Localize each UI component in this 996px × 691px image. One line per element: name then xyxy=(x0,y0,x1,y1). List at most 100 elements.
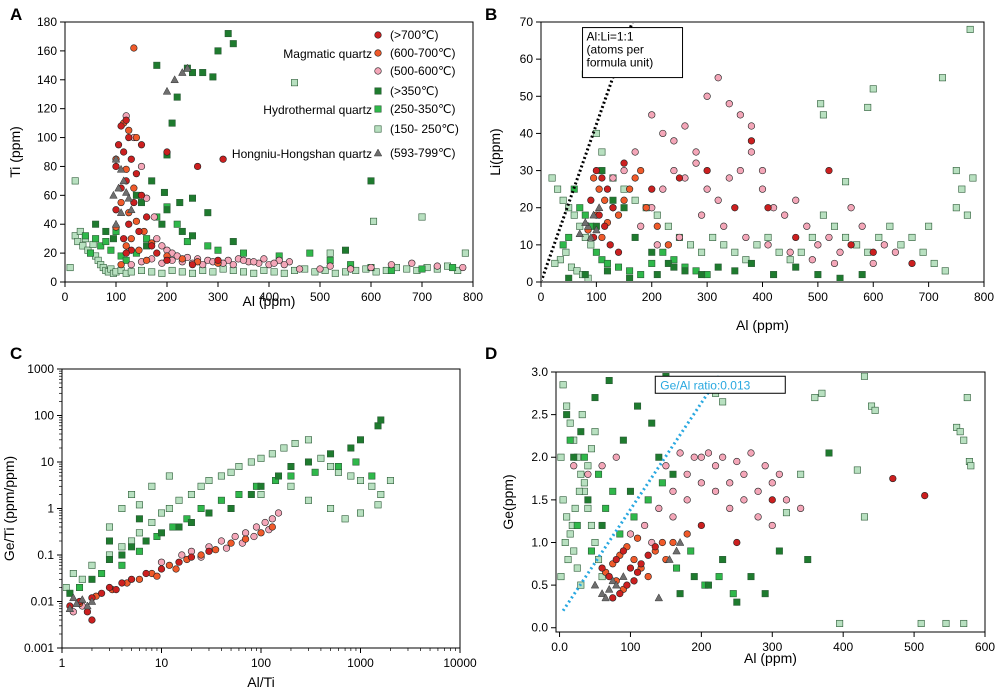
data-point xyxy=(135,501,143,509)
data-point xyxy=(869,85,877,93)
y-tick-label: 40 xyxy=(44,217,58,231)
data-point xyxy=(247,458,255,466)
legend-label: (593-799℃) xyxy=(390,146,456,160)
data-point xyxy=(578,411,586,419)
data-point xyxy=(754,513,762,521)
data-point xyxy=(117,198,125,207)
data-point xyxy=(290,79,298,87)
data-point xyxy=(214,47,222,55)
data-point xyxy=(714,74,722,82)
data-point xyxy=(619,572,628,580)
reference-line xyxy=(561,375,721,612)
data-point xyxy=(172,565,180,573)
data-point xyxy=(127,155,135,163)
data-point xyxy=(714,196,722,204)
data-point xyxy=(792,263,800,271)
data-point xyxy=(459,263,467,272)
data-point xyxy=(326,262,334,270)
data-point xyxy=(818,389,826,397)
data-point xyxy=(153,235,161,243)
data-point xyxy=(747,573,755,581)
panel-c: C 1 10 100 1000 10000 0.001 0.01 0.1 1 10 100 1000 Al… xyxy=(1,344,477,690)
data-point xyxy=(598,573,606,581)
data-point xyxy=(102,227,110,235)
data-point xyxy=(683,470,691,478)
data-point xyxy=(227,468,235,476)
data-point xyxy=(105,523,113,531)
data-point xyxy=(97,589,106,597)
data-point xyxy=(137,141,146,149)
data-point xyxy=(66,264,74,272)
data-point xyxy=(814,271,822,279)
data-point xyxy=(135,529,143,537)
data-point xyxy=(559,381,567,389)
data-point xyxy=(653,222,661,230)
annotation-text: Ge/Al ratio:0.013 xyxy=(660,378,750,392)
data-point xyxy=(449,264,457,272)
data-point xyxy=(858,271,866,279)
data-point xyxy=(235,491,243,499)
y-tick-label: 10 xyxy=(41,455,55,469)
x-tick-label: 600 xyxy=(361,290,381,304)
data-point xyxy=(623,581,631,589)
data-point xyxy=(797,470,805,478)
data-point xyxy=(178,227,186,235)
data-point xyxy=(653,271,661,279)
data-point xyxy=(109,235,117,243)
data-point xyxy=(662,462,670,470)
y-tick-label: 60 xyxy=(520,52,534,66)
data-point xyxy=(240,249,248,257)
data-point xyxy=(250,269,258,277)
x-tick-label: 10 xyxy=(155,656,169,670)
data-point xyxy=(92,220,100,228)
data-point xyxy=(604,584,614,593)
data-point xyxy=(630,513,638,521)
data-point xyxy=(107,246,115,254)
data-point xyxy=(595,185,603,193)
data-point xyxy=(575,487,583,495)
data-point xyxy=(609,204,617,212)
series-c500_600 xyxy=(609,74,900,268)
data-point xyxy=(116,164,126,173)
data-point xyxy=(704,449,713,457)
data-point xyxy=(672,546,681,555)
data-point xyxy=(111,219,121,228)
data-point xyxy=(764,233,772,241)
data-point xyxy=(137,162,146,171)
data-point xyxy=(620,166,628,175)
data-point xyxy=(204,242,212,250)
data-point xyxy=(127,261,135,269)
y-axis-label: Ge/Ti (ppm/ppm) xyxy=(1,456,17,561)
data-point xyxy=(864,103,872,111)
data-point xyxy=(287,472,295,480)
data-points xyxy=(66,30,469,277)
legend-group-label: Hydrothermal quartz xyxy=(263,103,372,117)
data-point xyxy=(761,590,769,598)
data-point xyxy=(742,256,750,264)
data-point xyxy=(598,174,606,182)
data-point xyxy=(127,235,135,243)
data-point xyxy=(782,496,791,504)
data-point xyxy=(169,523,177,531)
data-point xyxy=(268,450,276,458)
data-point xyxy=(311,468,319,476)
data-point xyxy=(908,233,916,241)
data-point xyxy=(811,394,819,402)
data-point xyxy=(148,482,156,490)
data-point xyxy=(587,547,595,555)
data-point xyxy=(235,463,243,471)
data-point xyxy=(205,477,213,485)
legend-marker xyxy=(374,125,382,133)
data-point xyxy=(847,241,855,249)
data-point xyxy=(803,222,811,230)
data-point xyxy=(576,204,584,212)
legend-marker xyxy=(374,49,382,57)
data-point xyxy=(592,129,600,137)
data-point xyxy=(608,576,617,585)
legend-marker xyxy=(373,148,383,157)
data-point xyxy=(747,449,755,457)
data-point xyxy=(609,196,617,204)
annotation-text: (atoms per xyxy=(587,43,644,57)
data-point xyxy=(175,496,183,504)
data-point xyxy=(665,555,674,563)
